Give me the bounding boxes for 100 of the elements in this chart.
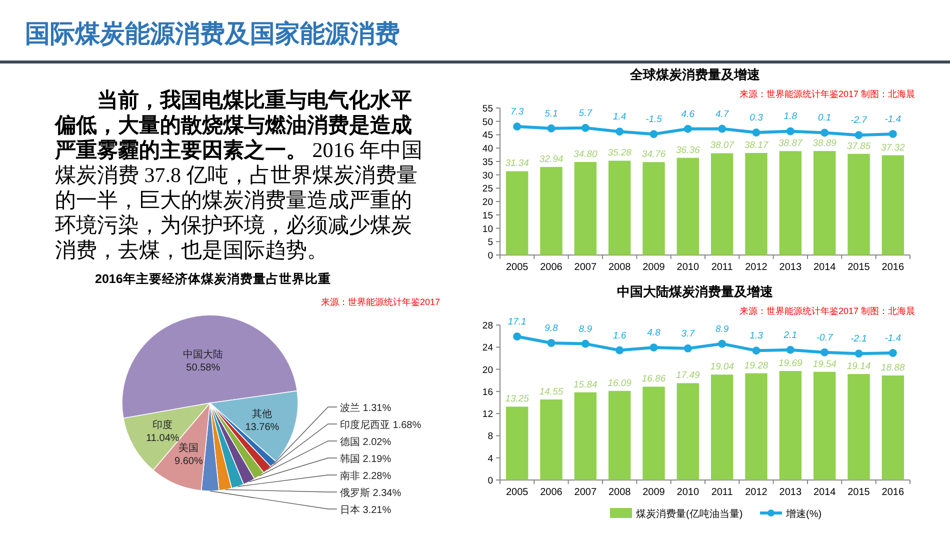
- bar: [642, 386, 665, 480]
- data-label: 1.8: [784, 111, 798, 122]
- x-tick-label: 2009: [642, 262, 666, 273]
- bar: [710, 153, 734, 255]
- bar: [779, 371, 802, 480]
- point: [616, 128, 624, 136]
- x-tick-label: 2013: [779, 487, 802, 498]
- data-label: -0.7: [816, 332, 834, 344]
- point: [786, 127, 794, 136]
- data-label: 5.7: [578, 108, 593, 119]
- point: [650, 130, 658, 138]
- data-label: 34.76: [642, 149, 666, 160]
- bar: [676, 383, 700, 480]
- y-tick-label: 5: [488, 237, 493, 248]
- x-tick-label: 2005: [506, 262, 529, 273]
- y-tick-label: 10: [482, 224, 493, 235]
- bar: [608, 390, 631, 480]
- bar: [506, 406, 528, 480]
- point: [616, 346, 624, 354]
- bar: [642, 162, 665, 255]
- x-tick-label: 2016: [882, 487, 904, 498]
- y-tick-label: 35: [482, 156, 493, 168]
- bar: [745, 152, 768, 255]
- text: 当前，我国电煤比重与电气化水平偏低，大量的散烧煤与燃油消费是造成严重雾霾的主要因素之一。 2016 年中国煤炭消费 37.8 亿吨，占世界煤炭消费量的一半，巨大的煤炭消费量造成严重的环境污染，为保护环境，必须减少煤炭消费，去煤，也是国际趋势。: [55, 89, 422, 262]
- source-note: 来源：世界能源统计年鉴2017 制图：北海晨: [739, 89, 915, 99]
- data-label: 31.34: [505, 158, 529, 170]
- x-tick-label: 2011: [711, 262, 734, 273]
- slice-label: 德国 2.02%: [340, 437, 392, 448]
- bar: [848, 374, 870, 480]
- point: [888, 130, 897, 138]
- data-label: 18.88: [881, 362, 906, 374]
- data-label: 11.04%: [146, 433, 180, 444]
- y-tick-label: 30: [482, 170, 493, 182]
- source-note: 来源：世界能源统计年鉴2017: [320, 297, 440, 307]
- y-tick-label: 45: [482, 130, 493, 142]
- point: [786, 346, 794, 354]
- data-label: 50.58%: [186, 362, 220, 374]
- data-label: 1.6: [612, 330, 627, 342]
- bar: [813, 151, 836, 255]
- data-label: 13.76%: [245, 422, 280, 433]
- x-tick-label: 2008: [608, 487, 632, 498]
- slice-label: 俄罗斯 2.34%: [340, 487, 402, 499]
- slice-label: 印度尼西亚 1.68%: [340, 419, 422, 431]
- source-note: 来源：世界能源统计年鉴2017 制图：北海晨: [739, 306, 915, 316]
- x-tick-label: 2012: [745, 262, 768, 273]
- data-label: 0.3: [750, 112, 764, 124]
- data-label: 4.7: [715, 108, 730, 120]
- data-label: 17.49: [676, 370, 701, 382]
- x-tick-label: 2009: [642, 487, 666, 498]
- bar: [574, 162, 597, 255]
- bar: [745, 373, 768, 480]
- y-tick-label: 0: [488, 476, 493, 486]
- y-tick-label: 20: [482, 197, 493, 208]
- y-tick-label: 24: [482, 342, 493, 354]
- data-label: -1.5: [646, 114, 663, 126]
- bar: [676, 158, 700, 255]
- x-tick-label: 2007: [574, 487, 597, 498]
- slice-label: 波兰 1.31%: [340, 402, 392, 414]
- x-tick-label: 2013: [779, 262, 802, 273]
- x-tick-label: 2012: [745, 487, 768, 498]
- y-tick-label: 16: [482, 386, 493, 398]
- chart-title: 2016年主要经济体煤炭消费量占世界比重: [95, 271, 331, 286]
- data-label: 4.8: [647, 327, 662, 338]
- data-label: 19.69: [778, 358, 804, 369]
- bar: [540, 399, 562, 480]
- slice-label: 南非 2.28%: [340, 470, 392, 482]
- y-tick-label: 28: [482, 320, 493, 332]
- y-tick-label: 0: [488, 250, 493, 262]
- x-tick-label: 2016: [882, 262, 904, 273]
- chart-title: 中国大陆煤炭消费量及增速: [617, 284, 774, 299]
- y-tick-label: 4: [488, 453, 493, 464]
- x-tick-label: 2015: [848, 487, 870, 498]
- point: [547, 338, 556, 347]
- point: [581, 340, 590, 348]
- point: [513, 332, 522, 340]
- data-label: 38.07: [710, 140, 735, 152]
- data-label: 19.04: [710, 362, 734, 373]
- chart-title: 全球煤炭消费量及增速: [629, 67, 761, 82]
- data-label: 37.85: [846, 140, 872, 152]
- x-tick-label: 2010: [676, 487, 700, 498]
- point: [547, 124, 556, 132]
- bar: [882, 155, 904, 255]
- point: [854, 350, 863, 358]
- data-label: 36.36: [676, 144, 701, 156]
- legend-label: 煤炭消费量(亿吨油当量): [636, 508, 743, 520]
- bar: [540, 166, 562, 255]
- x-tick-label: 2015: [848, 262, 870, 273]
- point: [718, 124, 726, 133]
- point: [513, 122, 522, 131]
- point: [888, 348, 897, 357]
- data-label: 0.1: [818, 112, 832, 124]
- data-label: 35.28: [608, 148, 632, 159]
- data-label: 9.60%: [174, 456, 203, 468]
- bar: [608, 160, 631, 255]
- data-label: 19.54: [812, 358, 836, 370]
- slice-label: 印度: [152, 419, 173, 432]
- data-label: 4.6: [681, 108, 696, 120]
- x-tick-label: 2011: [711, 487, 734, 498]
- point: [752, 128, 760, 137]
- data-label: 13.25: [505, 394, 530, 405]
